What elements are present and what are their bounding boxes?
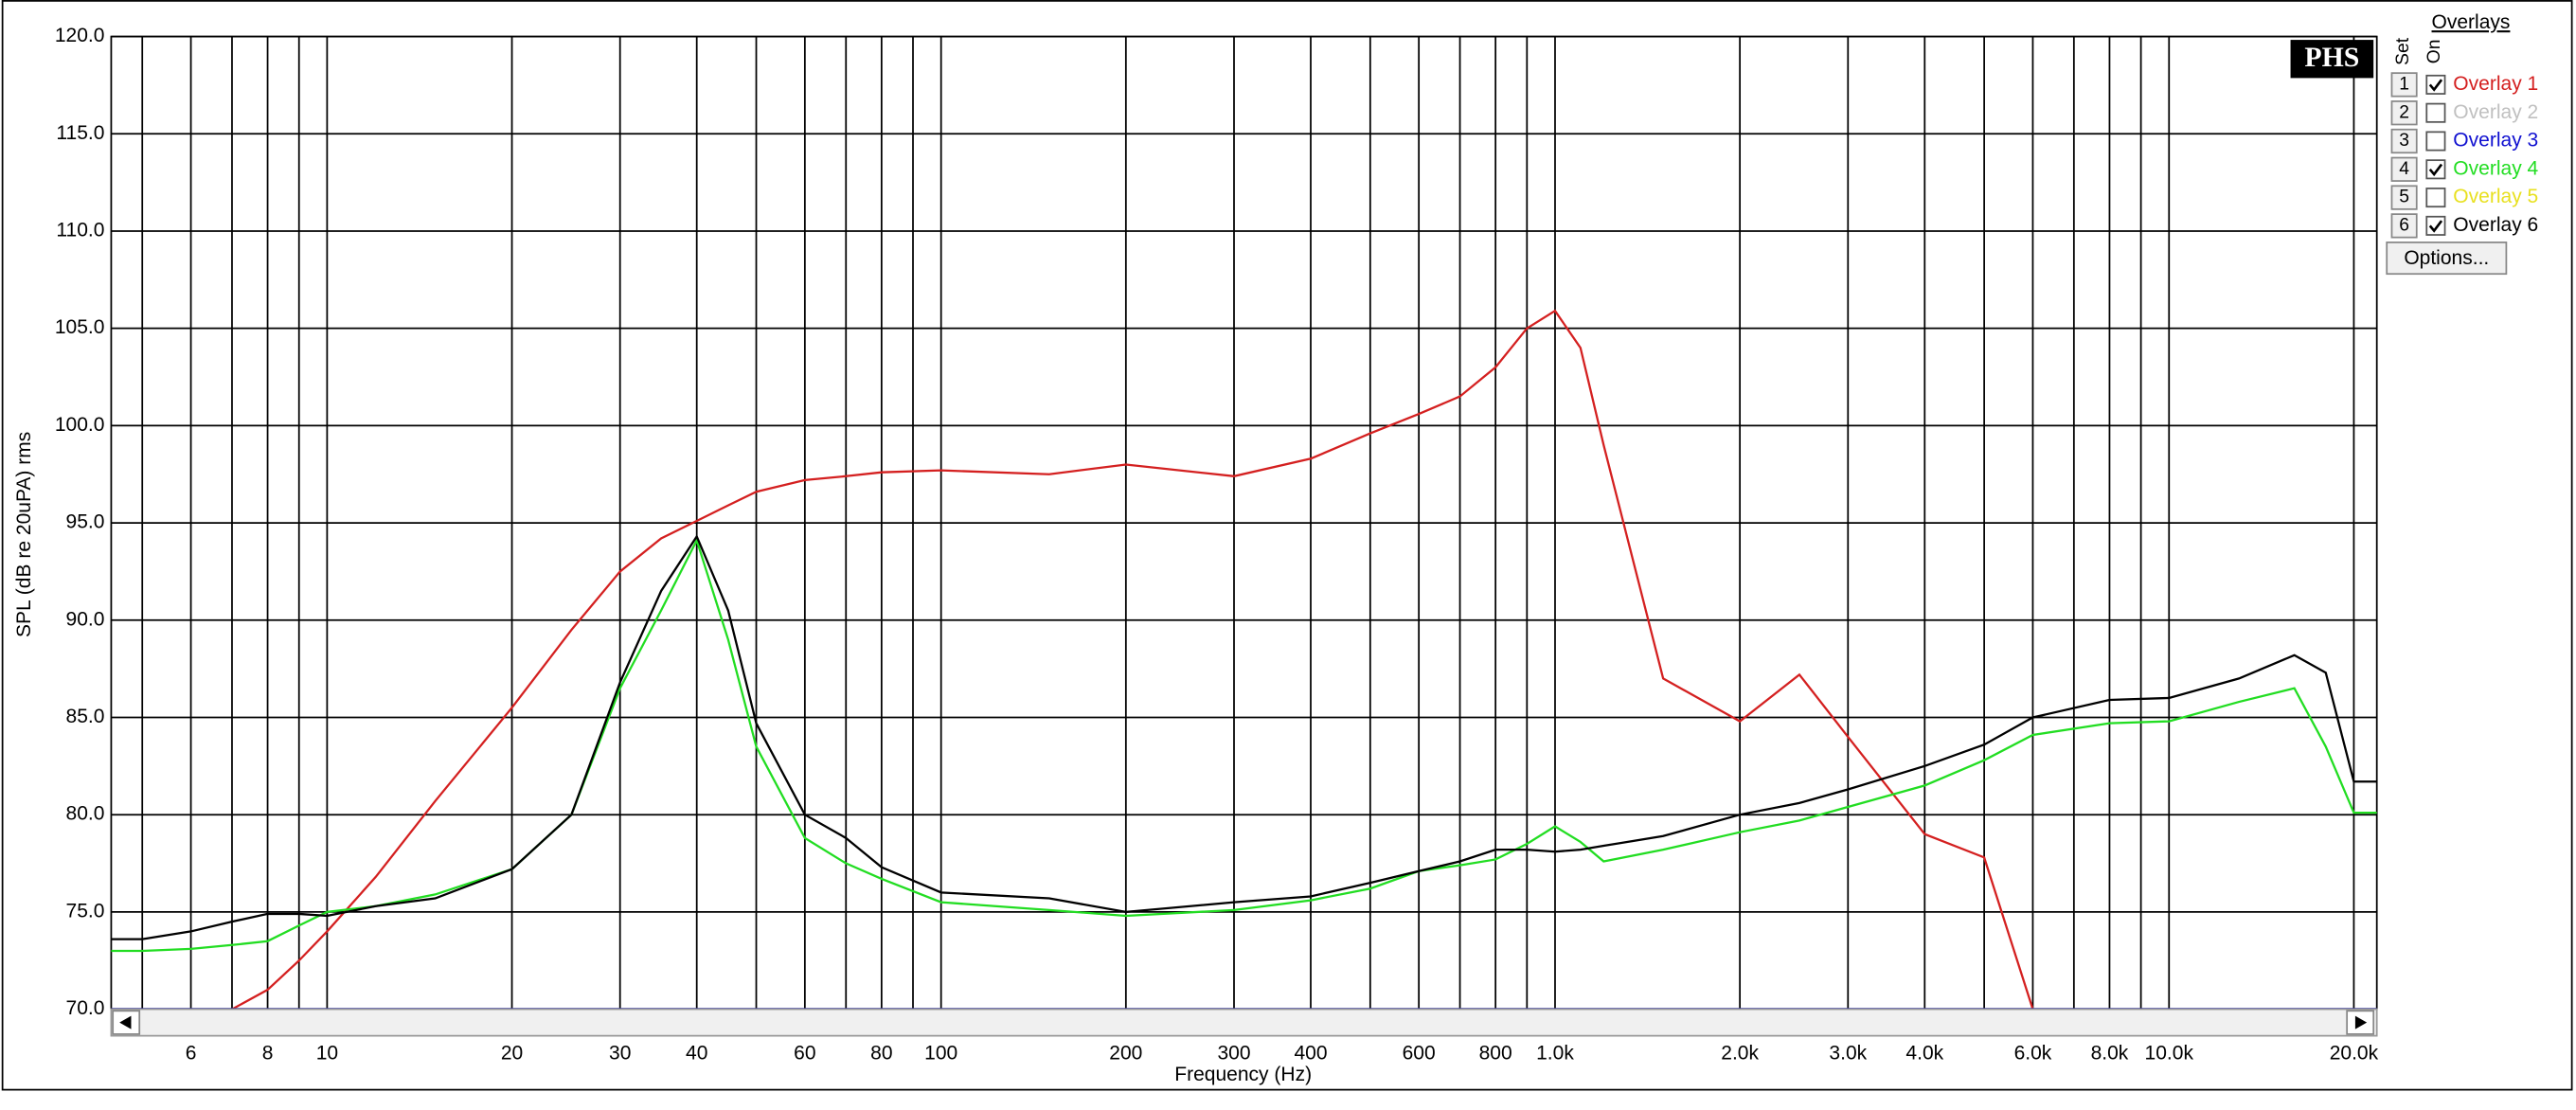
legend-checkbox[interactable] bbox=[2425, 74, 2446, 95]
legend-checkbox[interactable] bbox=[2425, 131, 2446, 152]
legend-set-label: 2 bbox=[2399, 102, 2409, 122]
x-tick-label: 60 bbox=[794, 1042, 815, 1064]
legend-checkbox[interactable] bbox=[2425, 215, 2446, 236]
series-line bbox=[111, 534, 2377, 940]
legend-title: Overlays bbox=[2432, 11, 2511, 33]
legend-set-label: 6 bbox=[2399, 215, 2409, 235]
y-tick-label: 70.0 bbox=[66, 997, 105, 1019]
legend-check bbox=[2428, 163, 2443, 177]
y-tick-label: 100.0 bbox=[55, 414, 105, 436]
x-tick-label: 1.0k bbox=[1536, 1042, 1574, 1064]
y-tick-label: 90.0 bbox=[66, 608, 105, 630]
legend: 1 Overlay 1 2 Overlay 2 3 Overlay 3 4 Overlay 4… bbox=[2390, 72, 2539, 239]
arrow-left bbox=[119, 1015, 132, 1029]
x-tick-label: 3.0k bbox=[1829, 1042, 1867, 1064]
x-tick-label: 100 bbox=[924, 1042, 957, 1064]
y-tick-label: 75.0 bbox=[66, 900, 105, 922]
y-axis-title: SPL (dB re 20uPA) rms bbox=[13, 432, 35, 637]
legend-set-button[interactable] bbox=[2390, 72, 2418, 98]
legend-label: Overlay 2 bbox=[2453, 101, 2538, 123]
logo: PHS bbox=[2304, 42, 2359, 73]
x-tick-label: 400 bbox=[1294, 1042, 1327, 1064]
legend-set-header: Set bbox=[2393, 37, 2413, 65]
x-tick-label: 4.0k bbox=[1905, 1042, 1943, 1064]
legend-check bbox=[2428, 220, 2443, 233]
grid bbox=[111, 35, 2377, 1011]
x-tick-label: 6.0k bbox=[2014, 1042, 2052, 1064]
x-tick-label: 300 bbox=[1217, 1042, 1250, 1064]
legend-checkbox[interactable] bbox=[2425, 102, 2446, 123]
y-tick-label: 110.0 bbox=[56, 220, 104, 242]
x-tick-label: 40 bbox=[686, 1042, 707, 1064]
legend-set-button[interactable] bbox=[2390, 128, 2418, 154]
arrow-right bbox=[2354, 1015, 2368, 1029]
legend-set-button[interactable] bbox=[2390, 213, 2418, 239]
scrollbar[interactable] bbox=[110, 1008, 2378, 1037]
x-tick-label: 8.0k bbox=[2091, 1042, 2129, 1064]
x-tick-label: 20 bbox=[501, 1042, 523, 1064]
x-tick-label: 800 bbox=[1479, 1042, 1512, 1064]
x-tick-label: 10.0k bbox=[2145, 1042, 2194, 1064]
options-button[interactable] bbox=[2386, 242, 2508, 276]
y-tick-label: 95.0 bbox=[66, 511, 105, 533]
series-line bbox=[111, 537, 2377, 953]
x-tick-label: 6 bbox=[186, 1042, 197, 1064]
y-tick-label: 120.0 bbox=[55, 25, 105, 46]
legend-set-label: 1 bbox=[2399, 75, 2409, 95]
legend-label: Overlay 4 bbox=[2453, 157, 2538, 179]
logo-box bbox=[2290, 40, 2374, 79]
curves bbox=[111, 309, 2377, 1011]
legend-checkbox[interactable] bbox=[2425, 159, 2446, 180]
legend-set-label: 5 bbox=[2399, 188, 2409, 207]
legend-on-header: On bbox=[2424, 40, 2444, 64]
legend-set-button[interactable] bbox=[2390, 100, 2418, 126]
x-tick-label: 200 bbox=[1109, 1042, 1142, 1064]
x-axis-title: Frequency (Hz) bbox=[1174, 1064, 1312, 1085]
x-tick-label: 8 bbox=[262, 1042, 274, 1064]
series-line bbox=[111, 309, 2377, 1011]
x-tick-label: 30 bbox=[609, 1042, 631, 1064]
y-tick-label: 80.0 bbox=[66, 803, 105, 825]
legend-set-button[interactable] bbox=[2390, 156, 2418, 182]
legend-set-button[interactable] bbox=[2390, 185, 2418, 210]
legend-checkbox[interactable] bbox=[2425, 188, 2446, 208]
y-tick-label: 115.0 bbox=[56, 122, 104, 144]
legend-label: Overlay 3 bbox=[2453, 130, 2538, 152]
x-tick-label: 80 bbox=[870, 1042, 892, 1064]
legend-label: Overlay 5 bbox=[2453, 186, 2538, 207]
options-button-label: Options... bbox=[2404, 247, 2489, 269]
legend-set-label: 4 bbox=[2399, 159, 2409, 179]
legend-set-label: 3 bbox=[2399, 131, 2409, 151]
x-tick-label: 600 bbox=[1403, 1042, 1436, 1064]
x-tick-label: 2.0k bbox=[1721, 1042, 1759, 1064]
y-tick-label: 85.0 bbox=[66, 706, 105, 727]
x-tick-label: 10 bbox=[316, 1042, 338, 1064]
legend-check bbox=[2428, 79, 2443, 92]
legend-label: Overlay 6 bbox=[2453, 214, 2538, 236]
x-tick-label: 20.0k bbox=[2330, 1042, 2379, 1064]
legend-label: Overlay 1 bbox=[2453, 73, 2538, 95]
y-tick-label: 105.0 bbox=[55, 316, 105, 338]
